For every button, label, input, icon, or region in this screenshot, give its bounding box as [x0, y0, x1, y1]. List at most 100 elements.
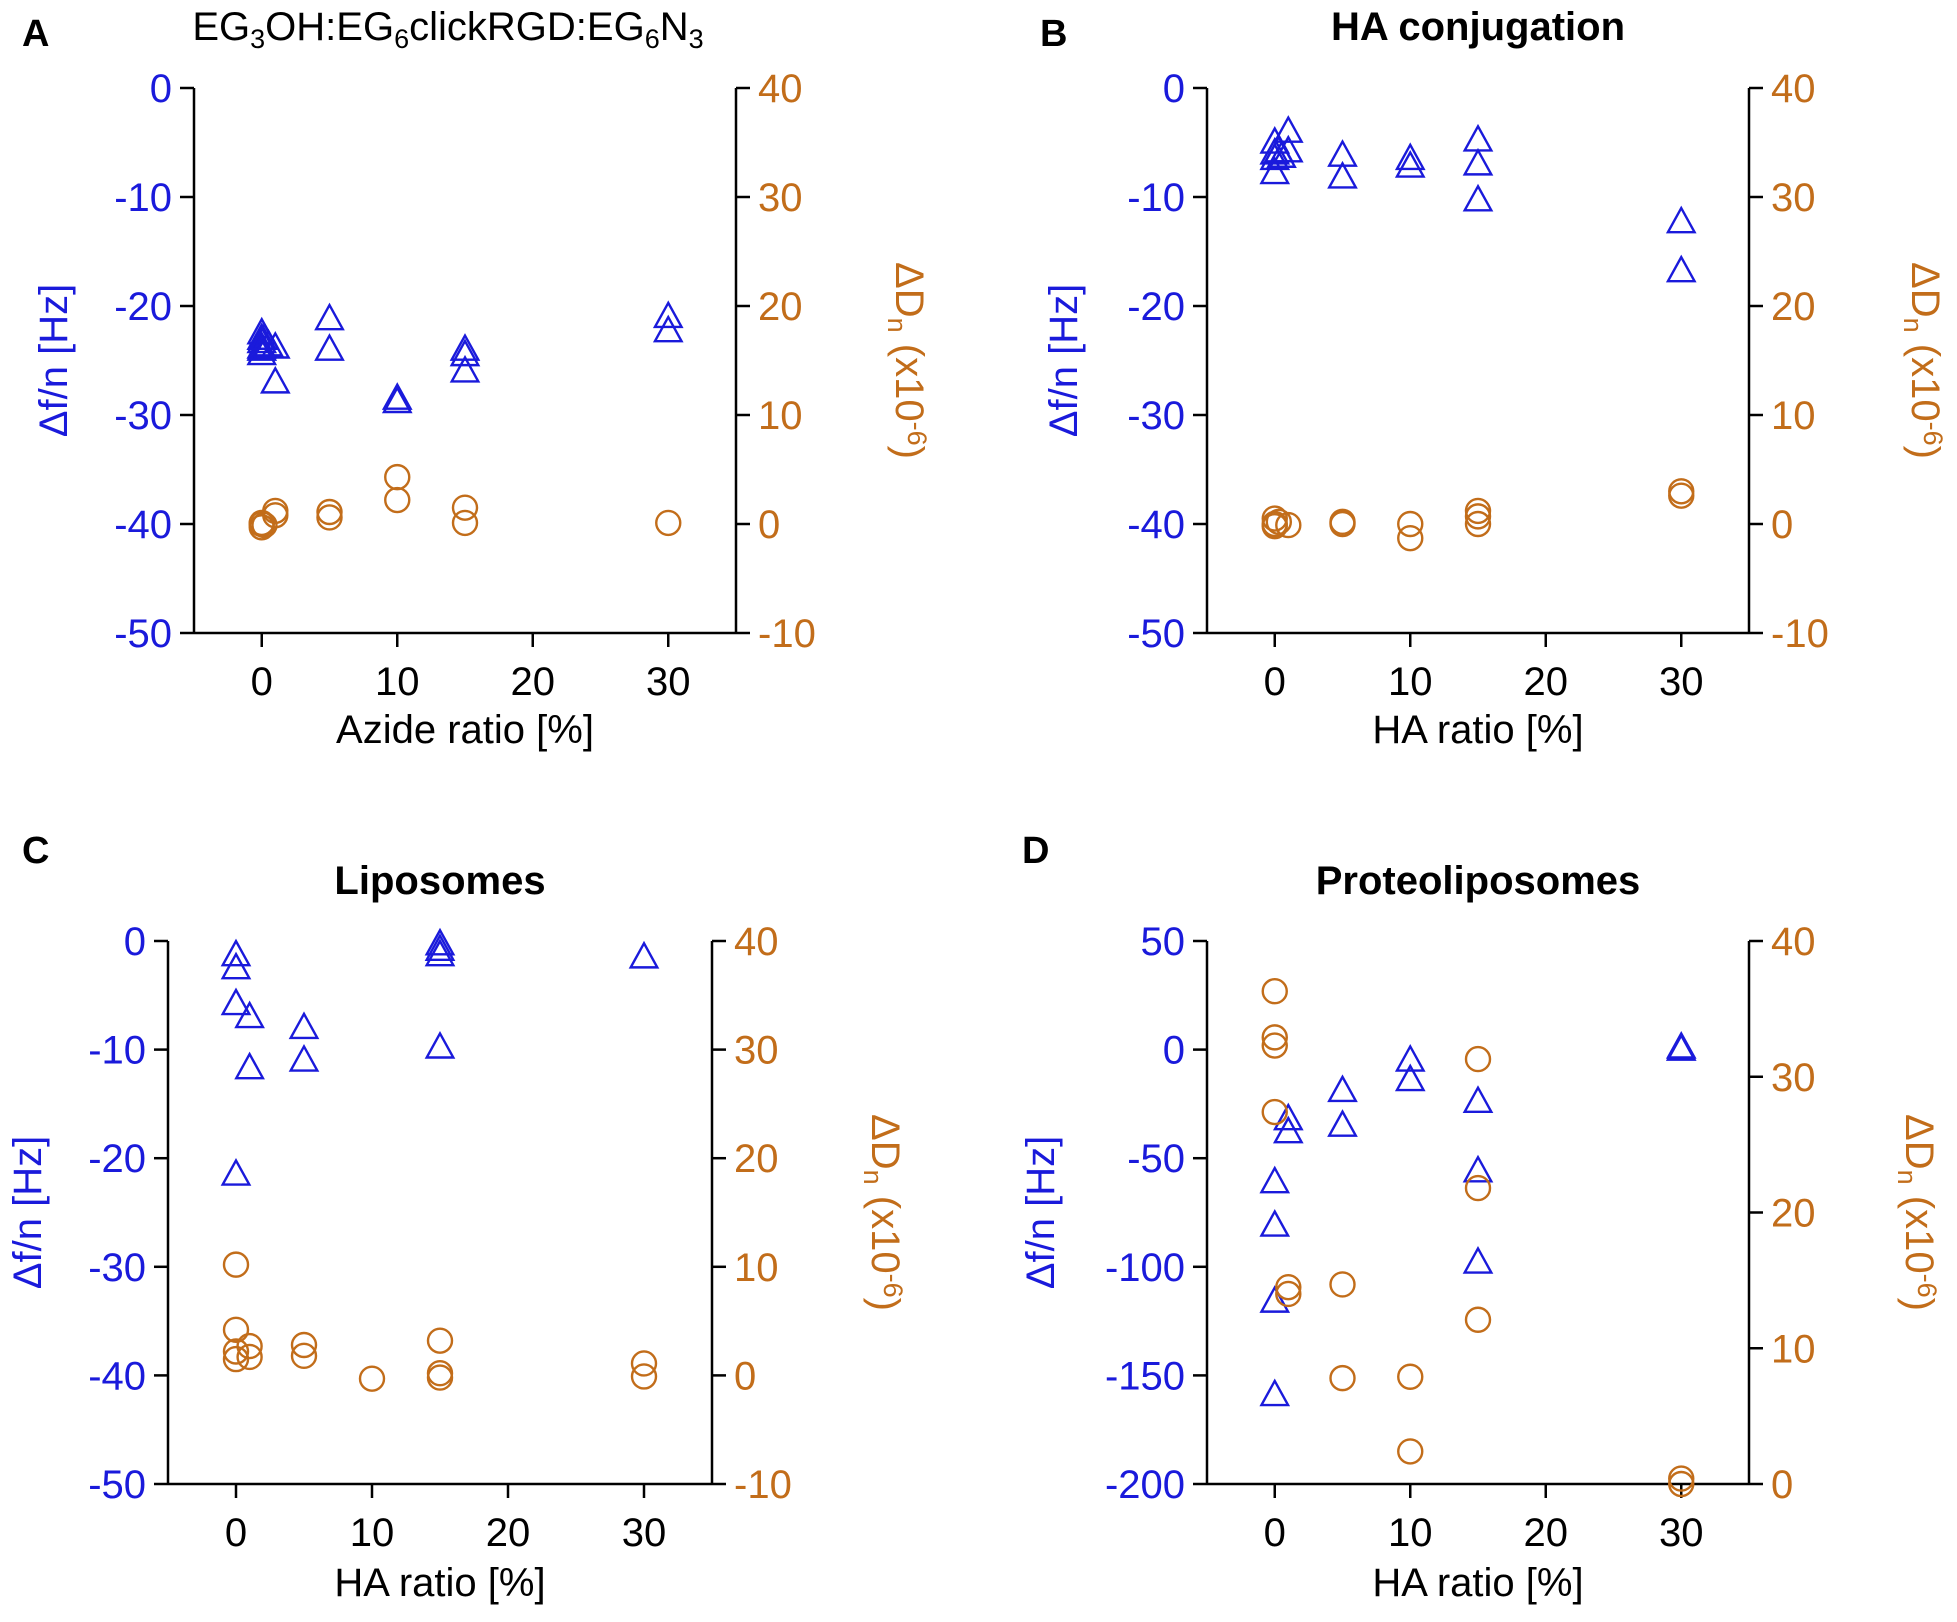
- circle-marker: [1397, 1438, 1424, 1465]
- circle-marker: [1464, 503, 1492, 530]
- triangle-marker: [1462, 1085, 1494, 1114]
- left-tick-label: -20: [1127, 285, 1185, 329]
- triangle-marker: [1327, 1109, 1358, 1137]
- x-tick-label: 30: [646, 660, 691, 704]
- right-tick-label: 0: [1771, 503, 1793, 547]
- circle-marker: [358, 1365, 386, 1392]
- panel-b: B HA conjugation -50 -40 -30 -20 -10 0 -10 0 10 20 3…: [1040, 5, 1948, 752]
- circle-marker: [1261, 512, 1288, 540]
- circle-marker: [451, 509, 479, 537]
- circle-marker: [630, 1363, 658, 1390]
- x-tick-label: 10: [1388, 660, 1433, 704]
- triangle-marker: [449, 338, 481, 367]
- left-tick-label: 0: [124, 920, 146, 964]
- right-tick-label: 10: [734, 1246, 779, 1290]
- right-tick-label: 0: [734, 1354, 756, 1398]
- right-tick-label: 0: [1771, 1463, 1793, 1507]
- right-tick-label: 30: [734, 1029, 779, 1073]
- circle-marker: [316, 504, 343, 531]
- circle-marker: [290, 1342, 318, 1370]
- left-axis-label: Δf/n [Hz]: [1019, 1136, 1063, 1289]
- triangle-marker: [1272, 1102, 1304, 1131]
- circle-marker: [1329, 510, 1356, 538]
- triangle-marker: [234, 1000, 265, 1029]
- triangle-marker: [424, 938, 456, 967]
- right-tick-label: 40: [758, 67, 803, 111]
- circle-marker: [222, 1316, 250, 1343]
- panel-letter: C: [22, 830, 49, 872]
- triangle-marker: [449, 354, 481, 383]
- right-tick-label: 10: [1771, 1327, 1816, 1371]
- triangle-marker: [1665, 1033, 1697, 1061]
- left-tick-label: -50: [88, 1463, 146, 1507]
- triangle-marker: [1272, 115, 1304, 143]
- x-axis-label: HA ratio [%]: [1372, 1561, 1583, 1605]
- triangle-marker: [1259, 1378, 1291, 1407]
- circle-marker: [316, 498, 343, 526]
- triangle-marker: [1665, 1030, 1697, 1059]
- circle-marker: [1397, 524, 1424, 552]
- triangle-marker: [1665, 205, 1697, 234]
- circle-marker: [1464, 1045, 1492, 1073]
- triangle-marker: [220, 1158, 252, 1186]
- left-axis-label: Δf/n [Hz]: [6, 1136, 50, 1289]
- circle-marker: [1397, 1363, 1424, 1390]
- left-tick-label: -50: [1127, 1137, 1185, 1181]
- panel-c: C Liposomes -50 -40 -30 -20 -10 0 -10 0 10 20 30 40 0 1…: [6, 830, 908, 1605]
- circle-marker: [1261, 1098, 1288, 1126]
- x-tick-label: 20: [511, 660, 556, 704]
- circle-marker: [1668, 1470, 1695, 1498]
- panel-letter: B: [1040, 13, 1067, 55]
- triangle-marker: [288, 1043, 320, 1072]
- left-tick-label: -20: [88, 1137, 146, 1181]
- chart-title: EG3OH:EG6clickRGD:EG6N3: [192, 5, 703, 54]
- chart-title: Liposomes: [334, 859, 545, 903]
- x-tick-label: 10: [375, 660, 420, 704]
- triangle-marker: [314, 302, 345, 331]
- left-axis-label: Δf/n [Hz]: [32, 284, 76, 437]
- triangle-marker: [1272, 1115, 1304, 1144]
- x-tick-label: 30: [1659, 660, 1704, 704]
- x-axis-label: HA ratio [%]: [1372, 708, 1583, 752]
- triangle-marker: [259, 365, 291, 394]
- chart-title: HA conjugation: [1331, 5, 1625, 49]
- triangle-marker: [1462, 183, 1494, 212]
- left-tick-label: 50: [1141, 920, 1186, 964]
- circle-marker: [1261, 1032, 1288, 1059]
- right-tick-label: 10: [758, 394, 803, 438]
- triangle-marker: [234, 1051, 265, 1080]
- series-circle: [248, 463, 682, 541]
- triangle-marker: [253, 328, 284, 357]
- panel-letter: A: [22, 13, 49, 55]
- triangle-marker: [381, 385, 413, 414]
- series-triangle: [1259, 1030, 1697, 1407]
- series-triangle: [246, 300, 684, 414]
- triangle-marker: [1462, 147, 1494, 176]
- circle-marker: [426, 1327, 454, 1354]
- right-tick-label: 30: [1771, 176, 1816, 220]
- left-tick-label: 0: [1163, 1029, 1185, 1073]
- right-axis-label: ΔDn (x10-6): [882, 262, 932, 459]
- circle-marker: [384, 486, 411, 514]
- circle-marker: [1275, 1273, 1302, 1301]
- triangle-marker: [1327, 160, 1358, 189]
- left-tick-label: -10: [114, 176, 172, 220]
- right-axis-label: ΔDn (x10-6): [1892, 1114, 1942, 1311]
- x-tick-label: 10: [1388, 1511, 1433, 1555]
- right-tick-label: 30: [1771, 1056, 1816, 1100]
- circle-marker: [262, 497, 289, 525]
- x-tick-label: 20: [486, 1511, 531, 1555]
- x-tick-label: 30: [1659, 1511, 1704, 1555]
- right-tick-label: -10: [734, 1463, 792, 1507]
- left-tick-label: -40: [114, 503, 172, 547]
- left-tick-label: 0: [150, 67, 172, 111]
- right-tick-label: 40: [1771, 67, 1816, 111]
- circle-marker: [655, 509, 682, 537]
- triangle-marker: [1394, 142, 1426, 171]
- triangle-marker: [652, 314, 684, 343]
- circle-marker: [1261, 978, 1288, 1005]
- right-tick-label: 30: [758, 176, 803, 220]
- right-tick-label: -10: [1771, 612, 1829, 656]
- right-tick-label: 40: [734, 920, 779, 964]
